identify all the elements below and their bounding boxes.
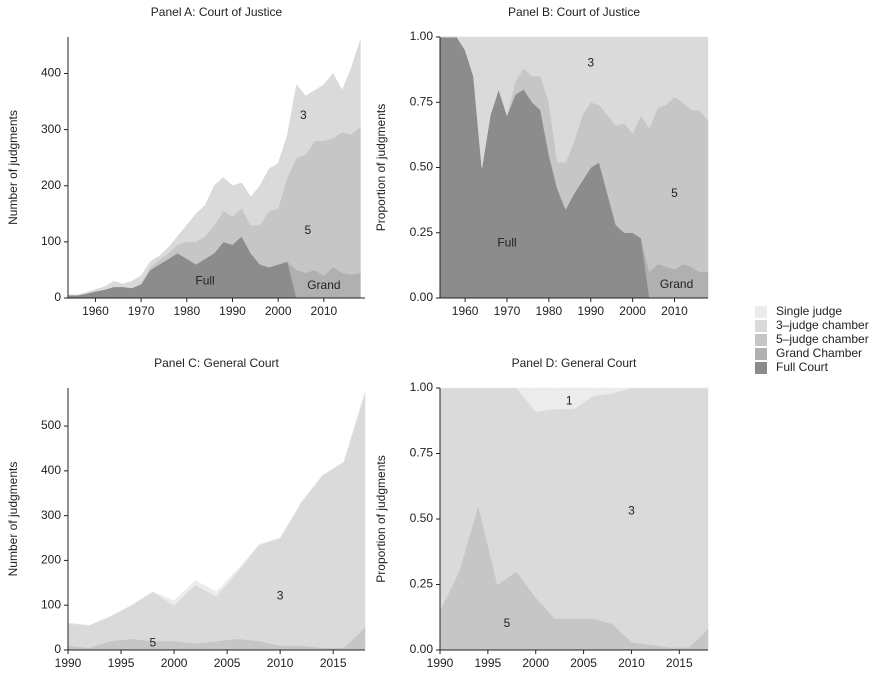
y-tick-label: 100 (41, 597, 61, 611)
area-label: Full (195, 273, 214, 287)
x-tick-label: 2000 (619, 304, 646, 318)
area-label: 1 (566, 393, 573, 407)
area-label: Full (497, 235, 516, 249)
legend-label: Full Court (776, 360, 829, 374)
y-tick-label: 0 (54, 290, 61, 304)
x-tick-label: 1990 (577, 304, 604, 318)
y-tick-label: 1.00 (410, 380, 434, 394)
y-tick-label: 500 (41, 418, 61, 432)
area-label: 3 (277, 588, 284, 602)
area-label: 3 (300, 108, 307, 122)
area-label: Grand (660, 277, 693, 291)
x-tick-label: 1990 (55, 656, 82, 670)
legend-label: Single judge (776, 304, 842, 318)
x-tick-label: 1970 (494, 304, 521, 318)
legend-swatch (755, 306, 767, 318)
legend-label: 5–judge chamber (776, 332, 869, 346)
x-tick-label: 2010 (267, 656, 294, 670)
area (68, 39, 361, 296)
x-tick-label: 1980 (173, 304, 200, 318)
y-tick-label: 200 (41, 553, 61, 567)
y-axis-label: Number of judgments (6, 110, 20, 225)
legend-swatch (755, 320, 767, 332)
y-tick-label: 300 (41, 508, 61, 522)
y-tick-label: 100 (41, 234, 61, 248)
area (440, 36, 709, 168)
area-label: 3 (628, 503, 635, 517)
y-tick-label: 1.00 (410, 29, 434, 43)
legend-swatch (755, 348, 767, 360)
y-tick-label: 0.75 (410, 94, 434, 108)
x-tick-label: 1995 (108, 656, 135, 670)
y-tick-label: 0 (54, 642, 61, 656)
x-tick-label: 1960 (452, 304, 479, 318)
area-label: 5 (150, 635, 157, 649)
y-tick-label: 0.75 (410, 446, 434, 460)
x-tick-label: 2005 (570, 656, 597, 670)
y-tick-label: 0.50 (410, 511, 434, 525)
legend-swatch (755, 362, 767, 374)
area-label: 5 (671, 186, 678, 200)
x-tick-label: 1960 (82, 304, 109, 318)
y-tick-label: 0.00 (410, 290, 434, 304)
legend-label: 3–judge chamber (776, 318, 869, 332)
y-tick-label: 400 (41, 66, 61, 80)
area (440, 387, 708, 412)
x-tick-label: 1990 (219, 304, 246, 318)
y-tick-label: 400 (41, 463, 61, 477)
y-axis-label: Number of judgments (6, 462, 20, 577)
y-tick-label: 0.50 (410, 160, 434, 174)
x-tick-label: 2000 (161, 656, 188, 670)
area (67, 392, 366, 626)
y-axis-label: Proportion of judgments (374, 455, 388, 582)
x-tick-label: 2005 (214, 656, 241, 670)
x-tick-label: 1995 (475, 656, 502, 670)
x-tick-label: 2010 (311, 304, 338, 318)
x-tick-label: 2010 (661, 304, 688, 318)
x-tick-label: 1990 (427, 656, 454, 670)
x-tick-label: 2015 (320, 656, 347, 670)
panel-title: Panel B: Court of Justice (508, 5, 640, 19)
x-tick-label: 2000 (522, 656, 549, 670)
legend-swatch (755, 334, 767, 346)
y-tick-label: 0.25 (410, 225, 434, 239)
x-tick-label: 1970 (128, 304, 155, 318)
x-tick-label: 2000 (265, 304, 292, 318)
area-label: 3 (587, 55, 594, 69)
y-tick-label: 0.25 (410, 577, 434, 591)
y-tick-label: 200 (41, 178, 61, 192)
y-axis-label: Proportion of judgments (374, 104, 388, 231)
area-label: 5 (305, 223, 312, 237)
panel-title: Panel C: General Court (154, 356, 279, 370)
area-label: 5 (504, 616, 511, 630)
area-label: Grand (307, 278, 340, 292)
y-tick-label: 300 (41, 122, 61, 136)
legend-label: Grand Chamber (776, 346, 862, 360)
x-tick-label: 2015 (666, 656, 693, 670)
x-tick-label: 1980 (536, 304, 563, 318)
y-tick-label: 0.00 (410, 642, 434, 656)
area (67, 392, 366, 649)
panel-title: Panel D: General Court (512, 356, 637, 370)
x-tick-label: 2010 (618, 656, 645, 670)
panel-title: Panel A: Court of Justice (151, 5, 283, 19)
